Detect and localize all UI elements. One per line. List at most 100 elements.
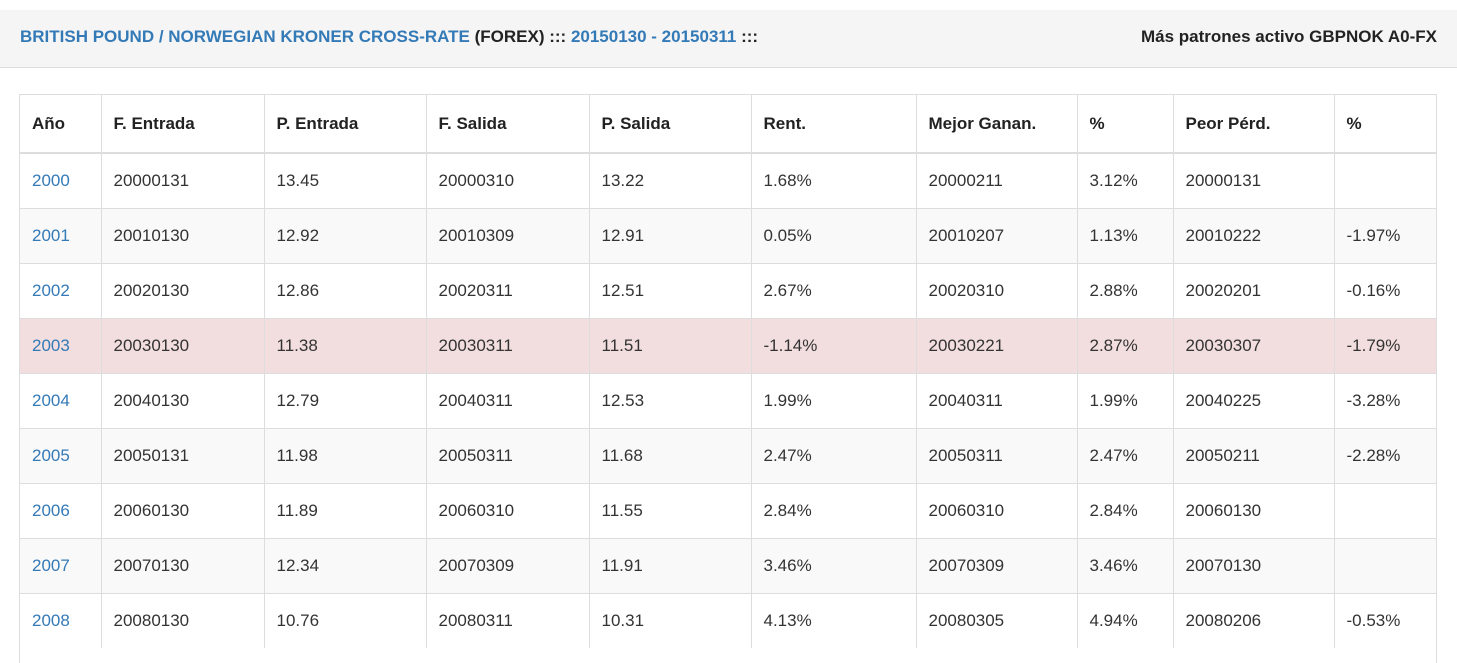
worst-loss-pct-cell: -0.16% — [1334, 262, 1436, 318]
exit-price-cell: 11.55 — [589, 482, 752, 538]
worst-loss-pct-cell — [1334, 482, 1436, 538]
column-header-best-gain-pct[interactable]: % — [1077, 95, 1174, 154]
entry-date-cell: 20020130 — [101, 262, 265, 318]
more-patterns-text: Más patrones activo GBPNOK A0-FX — [1141, 27, 1437, 46]
worst-loss-date-cell: 20070130 — [1173, 537, 1335, 593]
column-header-best-gain[interactable]: Mejor Ganan. — [916, 95, 1078, 154]
worst-loss-pct-cell: -0.53% — [1334, 592, 1436, 648]
table-row: 2007 20070130 12.34 20070309 11.91 3.46% 20070… — [20, 537, 1436, 593]
exit-price-cell: 11.68 — [589, 427, 752, 483]
return-cell: 1.99% — [751, 372, 917, 428]
entry-price-cell: 13.45 — [264, 152, 427, 208]
column-header-entry-price[interactable]: P. Entrada — [264, 95, 427, 154]
exit-price-cell: 12.91 — [589, 207, 752, 263]
best-gain-date-cell: 20070309 — [916, 537, 1078, 593]
entry-date-cell: 20040130 — [101, 372, 265, 428]
table-row: 2001 20010130 12.92 20010309 12.91 0.05% 20010… — [20, 207, 1436, 263]
exit-price-cell: 12.53 — [589, 372, 752, 428]
exit-date-cell: 20040311 — [426, 372, 590, 428]
entry-date-cell: 20050131 — [101, 427, 265, 483]
year-cell: 2005 — [20, 427, 102, 483]
year-cell: 2008 — [20, 592, 102, 648]
best-gain-date-cell: 20080305 — [916, 592, 1078, 648]
table-row: 2005 20050131 11.98 20050311 11.68 2.47% 20050… — [20, 427, 1436, 483]
table-row: 2000 20000131 13.45 20000310 13.22 1.68% 20000… — [20, 152, 1436, 208]
best-gain-pct-cell: 2.87% — [1077, 317, 1174, 373]
return-cell: 0.05% — [751, 207, 917, 263]
worst-loss-date-cell: 20060130 — [1173, 482, 1335, 538]
year-cell: 2000 — [20, 152, 102, 208]
best-gain-pct-cell: 1.99% — [1077, 372, 1174, 428]
instrument-link[interactable]: BRITISH POUND / NORWEGIAN KRONER CROSS-R… — [20, 27, 470, 46]
best-gain-date-cell: 20060310 — [916, 482, 1078, 538]
exit-price-cell: 11.91 — [589, 537, 752, 593]
period-link[interactable]: 20150130 - 20150311 — [570, 27, 737, 46]
year-cell: 2007 — [20, 537, 102, 593]
best-gain-date-cell: 20020310 — [916, 262, 1078, 318]
exit-price-cell: 12.51 — [589, 262, 752, 318]
column-header-exit-price[interactable]: P. Salida — [589, 95, 752, 154]
worst-loss-pct-cell: -1.79% — [1334, 317, 1436, 373]
table-row: 2003 20030130 11.38 20030311 11.51 -1.14% 2003… — [20, 317, 1436, 373]
exit-date-cell: 20030311 — [426, 317, 590, 373]
year-link[interactable]: 2002 — [32, 280, 70, 300]
year-cell: 2004 — [20, 372, 102, 428]
year-link[interactable]: 2007 — [32, 555, 70, 575]
return-cell: -1.14% — [751, 317, 917, 373]
entry-date-cell: 20000131 — [101, 152, 265, 208]
entry-price-cell: 11.38 — [264, 317, 427, 373]
best-gain-pct-cell: 4.94% — [1077, 592, 1174, 648]
year-link[interactable]: 2001 — [32, 225, 70, 245]
worst-loss-date-cell: 20030307 — [1173, 317, 1335, 373]
year-link[interactable]: 2008 — [32, 610, 70, 630]
period-suffix: ::: — [736, 27, 759, 46]
entry-date-cell: 20080130 — [101, 592, 265, 648]
entry-price-cell: 12.34 — [264, 537, 427, 593]
worst-loss-date-cell: 20050211 — [1173, 427, 1335, 483]
exit-date-cell: 20010309 — [426, 207, 590, 263]
best-gain-date-cell: 20010207 — [916, 207, 1078, 263]
market-label: (FOREX) ::: — [469, 27, 571, 46]
year-link[interactable]: 2005 — [32, 445, 70, 465]
entry-price-cell: 12.92 — [264, 207, 427, 263]
worst-loss-date-cell: 20040225 — [1173, 372, 1335, 428]
worst-loss-date-cell: 20010222 — [1173, 207, 1335, 263]
column-header-return[interactable]: Rent. — [751, 95, 917, 154]
exit-date-cell: 20070309 — [426, 537, 590, 593]
table-row: 2002 20020130 12.86 20020311 12.51 2.67% 20020… — [20, 262, 1436, 318]
worst-loss-pct-cell: -3.28% — [1334, 372, 1436, 428]
pattern-title: BRITISH POUND / NORWEGIAN KRONER CROSS-R… — [20, 27, 758, 47]
results-table: Año F. Entrada P. Entrada F. Salida P. S… — [20, 95, 1436, 648]
return-cell: 3.46% — [751, 537, 917, 593]
table-row: 2004 20040130 12.79 20040311 12.53 1.99% 20040… — [20, 372, 1436, 428]
year-cell: 2001 — [20, 207, 102, 263]
table-header-row: Año F. Entrada P. Entrada F. Salida P. S… — [20, 95, 1436, 154]
year-link[interactable]: 2006 — [32, 500, 70, 520]
return-cell: 4.13% — [751, 592, 917, 648]
year-link[interactable]: 2000 — [32, 170, 70, 190]
results-table-container: Año F. Entrada P. Entrada F. Salida P. S… — [19, 94, 1437, 663]
year-cell: 2003 — [20, 317, 102, 373]
column-header-year[interactable]: Año — [20, 95, 102, 154]
column-header-exit-date[interactable]: F. Salida — [426, 95, 590, 154]
pattern-header: BRITISH POUND / NORWEGIAN KRONER CROSS-R… — [0, 10, 1457, 68]
table-row: 2006 20060130 11.89 20060310 11.55 2.84% 20060… — [20, 482, 1436, 538]
column-header-worst-loss[interactable]: Peor Pérd. — [1173, 95, 1335, 154]
entry-price-cell: 11.98 — [264, 427, 427, 483]
year-link[interactable]: 2003 — [32, 335, 70, 355]
entry-price-cell: 10.76 — [264, 592, 427, 648]
best-gain-date-cell: 20040311 — [916, 372, 1078, 428]
exit-date-cell: 20020311 — [426, 262, 590, 318]
return-cell: 1.68% — [751, 152, 917, 208]
worst-loss-date-cell: 20080206 — [1173, 592, 1335, 648]
year-cell: 2002 — [20, 262, 102, 318]
column-header-entry-date[interactable]: F. Entrada — [101, 95, 265, 154]
year-cell: 2006 — [20, 482, 102, 538]
best-gain-pct-cell: 3.12% — [1077, 152, 1174, 208]
return-cell: 2.67% — [751, 262, 917, 318]
best-gain-date-cell: 20030221 — [916, 317, 1078, 373]
column-header-worst-loss-pct[interactable]: % — [1334, 95, 1436, 154]
worst-loss-pct-cell: -2.28% — [1334, 427, 1436, 483]
year-link[interactable]: 2004 — [32, 390, 70, 410]
exit-date-cell: 20050311 — [426, 427, 590, 483]
